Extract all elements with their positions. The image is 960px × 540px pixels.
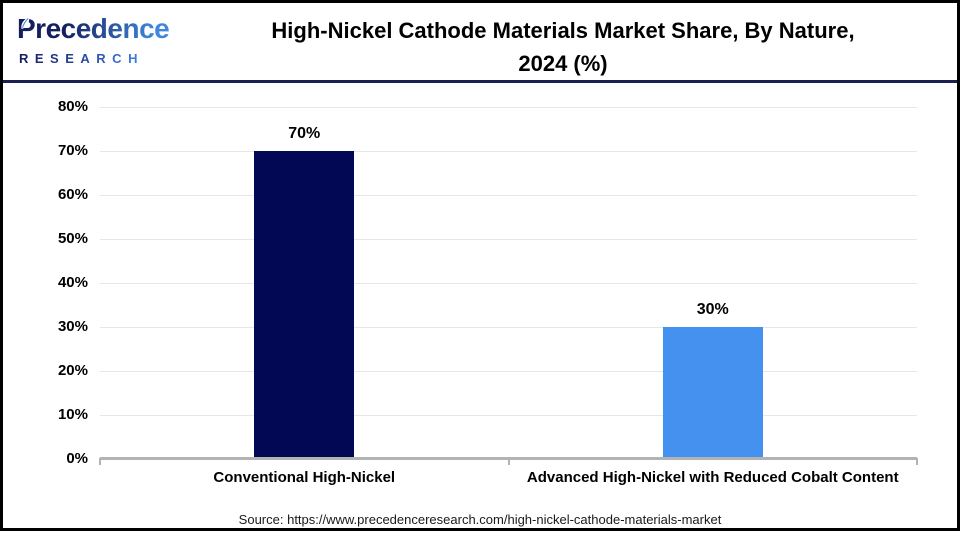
y-axis-label: 80% [57,98,88,115]
x-axis-tick [507,458,510,465]
chart-title: High-Nickel Cathode Materials Market Sha… [178,14,948,80]
bar-value-label: 30% [696,301,729,318]
y-axis-label: 50% [57,230,88,247]
y-axis-label: 60% [57,186,88,203]
x-axis-label: Advanced High-Nickel with Reduced Cobalt… [526,469,899,486]
gridline [100,238,917,240]
bar-conventional-high-nickel [254,151,355,459]
y-axis-label: 30% [57,318,88,335]
y-axis-label: 70% [57,142,88,159]
logo-subtitle: RESEARCH [19,51,144,66]
y-axis-label: 10% [57,406,88,423]
y-axis-label: 40% [57,274,88,291]
bar-value-label: 70% [288,125,321,142]
chart-header: Precedence RESEARCH High-Nickel Cathode … [3,3,957,82]
gridline [100,370,917,372]
x-axis-tick [99,458,101,465]
y-axis-label: 0% [66,450,88,467]
gridline [100,282,917,284]
bar-advanced-high-nickel-with-reduced-cobalt-content [662,327,763,459]
y-axis-label: 20% [57,362,88,379]
logo-wordmark: Precedence [17,13,170,44]
header-divider [0,80,960,83]
gridline [100,326,917,328]
gridline [100,414,917,416]
chart-title-line2: 2024 (%) [518,51,608,76]
chart-title-line1: High-Nickel Cathode Materials Market Sha… [271,18,855,43]
x-axis-label: Conventional High-Nickel [213,469,396,486]
precedence-research-logo: Precedence RESEARCH [17,11,177,77]
logo-leaf-icon [21,17,30,29]
gridline [100,194,917,196]
gridline [100,106,917,108]
x-axis-tick [916,458,918,465]
source-text: Source: https://www.precedenceresearch.c… [238,512,722,527]
gridline [100,150,917,152]
